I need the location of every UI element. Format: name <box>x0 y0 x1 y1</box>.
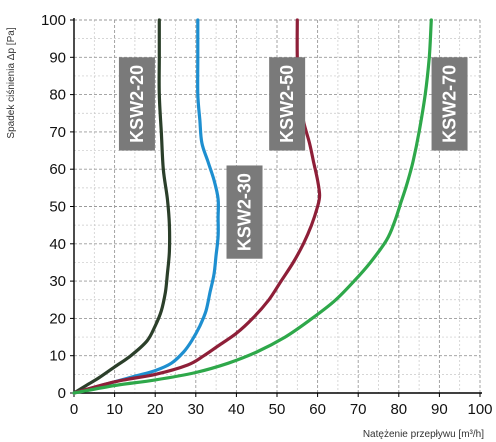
x-tick-label: 30 <box>187 401 204 418</box>
x-tick-label: 70 <box>350 401 367 418</box>
y-tick-label: 60 <box>49 161 66 178</box>
x-tick-label: 90 <box>431 401 448 418</box>
x-tick-label: 20 <box>147 401 164 418</box>
y-tick-label: 0 <box>58 385 66 402</box>
axes: 0 10 20 30 40 50 60 70 80 90 100 0 10 20 30 40 50 60 70 80 9… <box>41 12 493 418</box>
series-labels: KSW2-20 KSW2-30 KSW2-50 KSW2-70 <box>118 57 468 259</box>
y-tick-label: 90 <box>49 49 66 66</box>
series-line-ksw2-70 <box>72 18 433 395</box>
series-line-ksw2-50 <box>72 18 322 395</box>
x-axis-title: Natężenie przepływu [m³/h] <box>363 429 484 440</box>
series-label-box-ksw2-30 <box>226 165 263 259</box>
series-label-box-ksw2-20 <box>118 57 155 151</box>
x-tick-label: 100 <box>467 401 492 418</box>
series-label-box-ksw2-50 <box>269 57 306 151</box>
series-label-box-ksw2-70 <box>431 57 468 151</box>
series-label-ksw2-20: KSW2-20 <box>127 65 147 143</box>
x-tick-label: 50 <box>269 401 286 418</box>
x-tick-label: 10 <box>106 401 123 418</box>
x-tick-label: 60 <box>309 401 326 418</box>
series-line-ksw2-30 <box>72 18 221 395</box>
y-tick-label: 70 <box>49 124 66 141</box>
series-label-ksw2-70: KSW2-70 <box>440 65 460 143</box>
series-line-ksw2-20 <box>72 18 172 395</box>
series-label-ksw2-30: KSW2-30 <box>235 173 255 251</box>
y-tick-label: 40 <box>49 236 66 253</box>
axis-titles: Natężenie przepływu [m³/h] Spadek ciśnie… <box>6 27 484 440</box>
x-tick-label: 0 <box>70 401 78 418</box>
y-tick-label: 50 <box>49 199 66 216</box>
y-tick-label: 80 <box>49 87 66 104</box>
y-tick-label: 30 <box>49 273 66 290</box>
y-tick-label: 20 <box>49 310 66 327</box>
series-label-ksw2-50: KSW2-50 <box>277 65 297 143</box>
series-lines <box>72 18 433 395</box>
y-tick-label: 100 <box>41 12 66 29</box>
x-tick-label: 40 <box>228 401 245 418</box>
y-axis-title: Spadek ciśnienia Δp [Pa] <box>6 27 17 138</box>
x-tick-label: 80 <box>390 401 407 418</box>
y-tick-label: 10 <box>49 348 66 365</box>
